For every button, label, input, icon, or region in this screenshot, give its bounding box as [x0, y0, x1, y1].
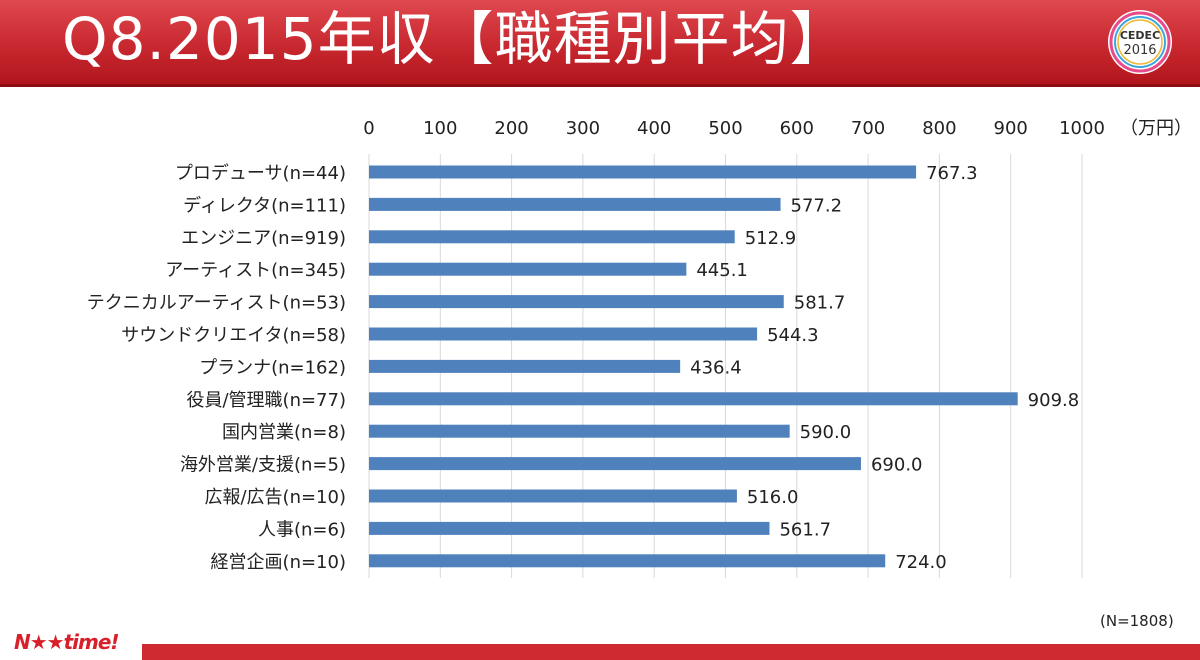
- bar: [369, 392, 1018, 406]
- category-label: プロデューサ(n=44): [175, 163, 346, 184]
- x-axis-ticks: 0 100 200 300 400 500 600 700 800 900 1000: [363, 118, 1105, 139]
- x-tick-label: 700: [851, 118, 885, 139]
- x-tick-label: 800: [922, 118, 956, 139]
- bar: [369, 521, 770, 535]
- bar: [369, 359, 681, 373]
- category-labels: プロデューサ(n=44) ディレクタ(n=111) エンジニア(n=919) アーティ…: [87, 163, 346, 573]
- category-label: 人事(n=6): [258, 519, 346, 540]
- category-label: 海外営業/支援(n=5): [180, 455, 346, 476]
- bar: [369, 327, 758, 341]
- category-label: テクニカルアーティスト(n=53): [87, 293, 346, 314]
- data-label: 516.0: [747, 487, 799, 508]
- category-label: プランナ(n=162): [199, 357, 346, 378]
- data-label: 690.0: [871, 455, 923, 476]
- cedec-logo: CEDEC 2016: [1108, 10, 1172, 74]
- bar: [369, 457, 861, 471]
- grid-lines: [368, 154, 1083, 578]
- data-label: 445.1: [696, 260, 748, 281]
- x-tick-label: 600: [780, 118, 814, 139]
- title-banner: Q8.2015年収【職種別平均】 CEDEC 2016: [0, 0, 1200, 87]
- x-tick-label: 300: [566, 118, 600, 139]
- data-label: 577.2: [791, 195, 843, 216]
- data-label: 512.9: [745, 228, 797, 249]
- data-label: 581.7: [794, 293, 846, 314]
- nowtime-logo: N★★time!: [14, 630, 120, 654]
- bar: [369, 424, 790, 438]
- bar: [369, 262, 687, 276]
- x-tick-label: 0: [363, 118, 374, 139]
- x-tick-label: 900: [994, 118, 1028, 139]
- x-axis-unit: （万円）: [1120, 118, 1192, 139]
- data-labels: 767.3 577.2 512.9 445.1 581.7 544.3 436.4 909.8…: [690, 163, 1079, 573]
- data-label: 436.4: [690, 357, 742, 378]
- bar: [369, 554, 886, 568]
- category-label: サウンドクリエイタ(n=58): [121, 325, 346, 346]
- bar: [369, 165, 917, 179]
- category-label: 広報/広告(n=10): [204, 487, 346, 508]
- category-label: 国内営業(n=8): [222, 422, 346, 443]
- category-label: ディレクタ(n=111): [183, 195, 346, 216]
- data-label: 724.0: [895, 552, 947, 573]
- x-tick-label: 400: [637, 118, 671, 139]
- x-tick-label: 500: [708, 118, 742, 139]
- bar: [369, 197, 781, 211]
- data-label: 767.3: [926, 163, 978, 184]
- category-label: アーティスト(n=345): [165, 260, 346, 281]
- x-tick-label: 200: [494, 118, 528, 139]
- bar: [369, 230, 735, 244]
- category-label: 経営企画(n=10): [211, 552, 346, 573]
- x-tick-label: 1000: [1059, 118, 1105, 139]
- category-label: エンジニア(n=919): [181, 228, 346, 249]
- sample-size-note: (N=1808): [1100, 612, 1174, 630]
- data-label: 544.3: [767, 325, 819, 346]
- bars: [369, 165, 1018, 568]
- logo-text-year: 2016: [1123, 43, 1156, 58]
- logo-text-cedec: CEDEC: [1120, 29, 1160, 42]
- data-label: 909.8: [1028, 390, 1080, 411]
- salary-bar-chart: 0 100 200 300 400 500 600 700 800 900 1000 プロデューサ(…: [87, 118, 1192, 578]
- bar: [369, 489, 737, 503]
- page-title: Q8.2015年収【職種別平均】: [62, 5, 849, 73]
- category-label: 役員/管理職(n=77): [186, 390, 346, 411]
- footer-bar: [142, 644, 1200, 660]
- data-label: 561.7: [779, 519, 831, 540]
- data-label: 590.0: [800, 422, 852, 443]
- bar: [369, 295, 784, 309]
- x-tick-label: 100: [423, 118, 457, 139]
